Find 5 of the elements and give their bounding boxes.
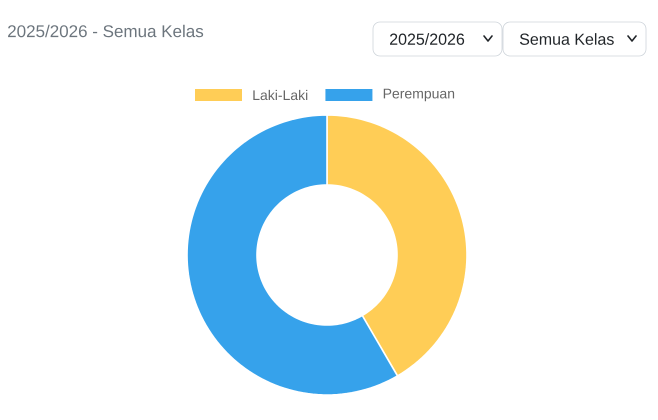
text: Semua Kelas [520,33,614,45]
text: 2025/2026 [390,33,464,45]
chart-title: 2025/2026 - Semua Kelas [8,24,204,38]
legend-label: Laki-Laki [253,90,308,100]
legend-label: Perempuan [384,88,454,102]
